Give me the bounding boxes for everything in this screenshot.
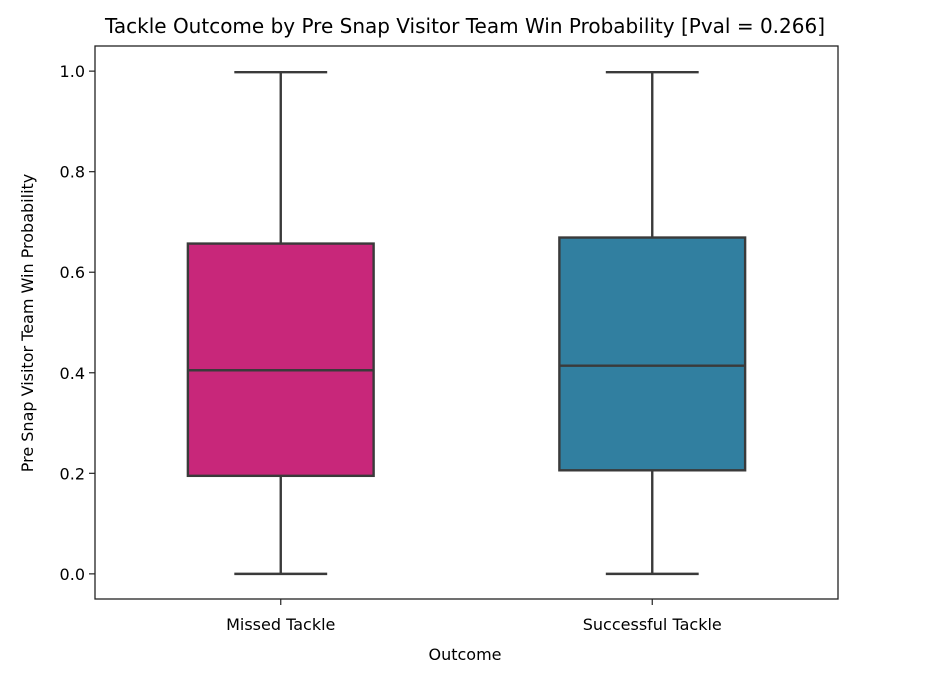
iqr-box xyxy=(186,242,375,478)
x-axis-label: Outcome xyxy=(428,645,501,664)
iqr-box xyxy=(558,236,747,472)
y-tick-label: 0.8 xyxy=(60,163,85,182)
x-tick-label: Missed Tackle xyxy=(226,615,335,634)
plot-area xyxy=(94,45,839,600)
box-1 xyxy=(186,70,375,576)
y-tick-label: 0.2 xyxy=(60,464,85,483)
y-tick-label: 1.0 xyxy=(60,62,85,81)
x-axis: Missed Tackle Successful Tackle xyxy=(226,599,722,634)
y-axis-label: Pre Snap Visitor Team Win Probability xyxy=(18,174,37,473)
y-tick-label: 0.4 xyxy=(60,364,85,383)
x-tick-label: Successful Tackle xyxy=(583,615,722,634)
box-2 xyxy=(558,70,747,576)
y-tick-label: 0.0 xyxy=(60,565,85,584)
y-axis: 0.0 0.2 0.4 0.6 0.8 1.0 xyxy=(60,62,95,584)
chart-title: Tackle Outcome by Pre Snap Visitor Team … xyxy=(104,14,825,38)
boxes xyxy=(186,70,747,576)
y-tick-label: 0.6 xyxy=(60,263,85,282)
